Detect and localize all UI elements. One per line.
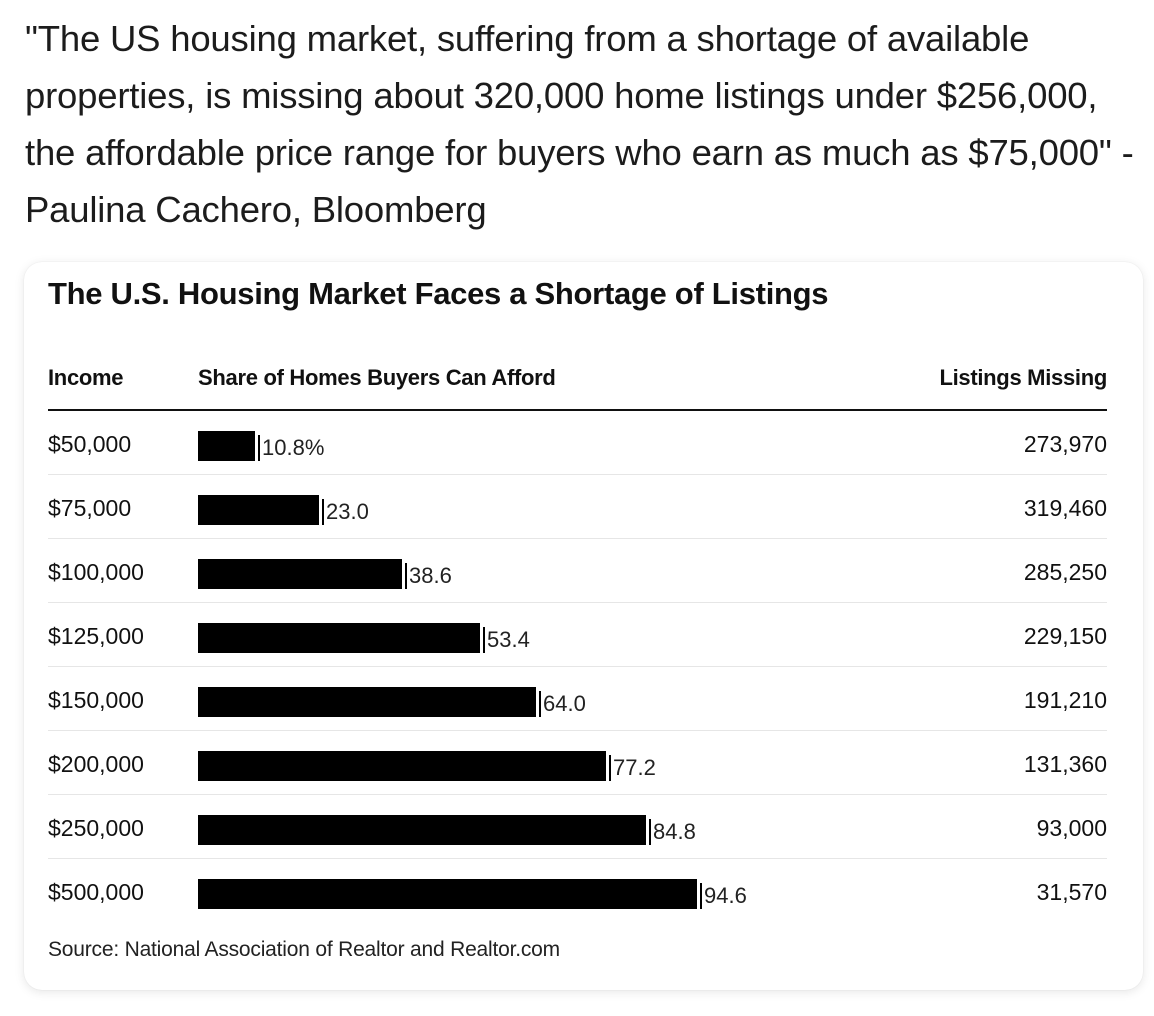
- listings-missing-cell: 285,250: [1023, 559, 1107, 585]
- row-divider: [48, 730, 1107, 731]
- column-header-income: Income: [48, 365, 124, 390]
- share-bar-label: 53.4: [483, 627, 530, 653]
- income-cell: $75,000: [48, 495, 132, 521]
- table-row: $200,000 77.2 131,360: [24, 731, 1143, 795]
- chart-card: The U.S. Housing Market Faces a Shortage…: [24, 262, 1143, 990]
- row-divider: [48, 794, 1107, 795]
- share-bar: [198, 879, 697, 909]
- row-divider: [48, 666, 1107, 667]
- table-row: $500,000 94.6 31,570: [24, 859, 1143, 923]
- listings-missing-cell: 319,460: [1023, 495, 1107, 521]
- listings-missing-cell: 273,970: [1023, 431, 1107, 457]
- row-divider: [48, 858, 1107, 859]
- share-bar-label: 10.8%: [258, 435, 324, 461]
- share-bar: [198, 751, 606, 781]
- row-divider: [48, 474, 1107, 475]
- header-divider: [48, 409, 1107, 411]
- income-cell: $100,000: [48, 559, 144, 585]
- share-bar-label: 77.2: [609, 755, 656, 781]
- income-cell: $125,000: [48, 623, 144, 649]
- share-bar: [198, 815, 646, 845]
- listings-missing-cell: 229,150: [1023, 623, 1107, 649]
- table-row: $150,000 64.0 191,210: [24, 667, 1143, 731]
- chart-title: The U.S. Housing Market Faces a Shortage…: [48, 276, 829, 311]
- share-bar: [198, 687, 536, 717]
- share-bar-label: 84.8: [649, 819, 696, 845]
- share-bar: [198, 431, 255, 461]
- listings-missing-cell: 31,570: [1036, 879, 1107, 905]
- table-row: $250,000 84.8 93,000: [24, 795, 1143, 859]
- income-cell: $50,000: [48, 431, 132, 457]
- share-bar: [198, 559, 402, 589]
- share-bar-label: 23.0: [322, 499, 369, 525]
- share-bar: [198, 495, 319, 525]
- table-row: $100,000 38.6 285,250: [24, 539, 1143, 603]
- column-header-listings-missing: Listings Missing: [939, 365, 1107, 390]
- listings-missing-cell: 131,360: [1023, 751, 1107, 777]
- income-cell: $200,000: [48, 751, 144, 777]
- chart-source: Source: National Association of Realtor …: [48, 938, 560, 961]
- table-row: $125,000 53.4 229,150: [24, 603, 1143, 667]
- share-bar-label: 94.6: [700, 883, 747, 909]
- table-row: $50,000 10.8% 273,970: [24, 411, 1143, 475]
- share-bar-label: 64.0: [539, 691, 586, 717]
- share-bar-label: 38.6: [405, 563, 452, 589]
- column-header-share: Share of Homes Buyers Can Afford: [198, 365, 556, 390]
- listings-missing-cell: 93,000: [1036, 815, 1107, 841]
- row-divider: [48, 602, 1107, 603]
- income-cell: $150,000: [48, 687, 144, 713]
- quote-text: "The US housing market, suffering from a…: [25, 18, 1134, 230]
- income-cell: $500,000: [48, 879, 144, 905]
- table-row: $75,000 23.0 319,460: [24, 475, 1143, 539]
- row-divider: [48, 538, 1107, 539]
- share-bar: [198, 623, 480, 653]
- listings-missing-cell: 191,210: [1023, 687, 1107, 713]
- income-cell: $250,000: [48, 815, 144, 841]
